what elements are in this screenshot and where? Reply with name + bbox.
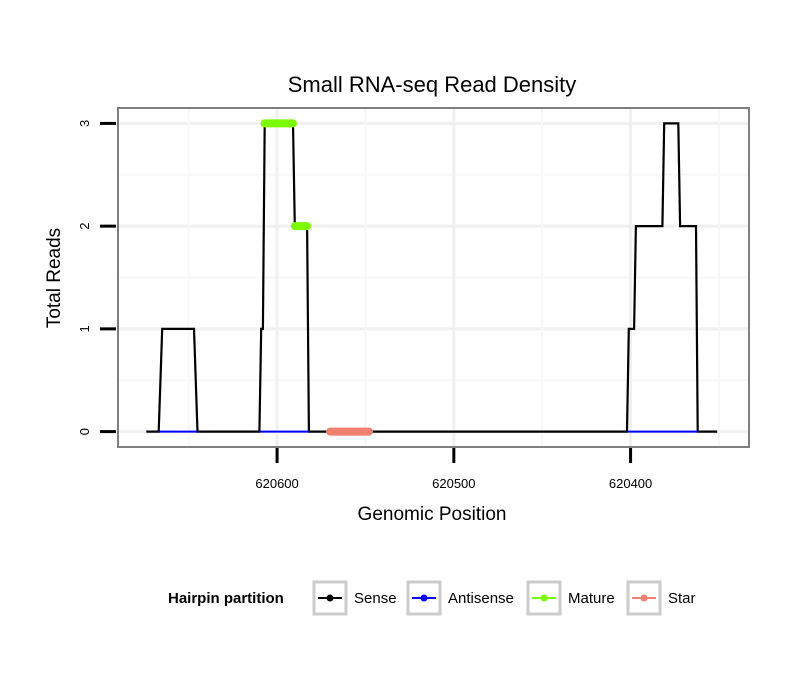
legend: Hairpin partition Sense Antisense Mature St… (168, 580, 696, 616)
legend-label: Star (668, 590, 696, 607)
grid (118, 108, 749, 447)
legend-label: Antisense (448, 590, 514, 607)
legend-item-mature: Mature (526, 580, 615, 616)
legend-label: Mature (568, 590, 615, 607)
y-tick-label: 0 (77, 428, 92, 435)
y-tick-label: 1 (77, 325, 92, 332)
y-tick-label: 2 (77, 223, 92, 230)
legend-key-dot (640, 594, 648, 602)
axis-ticks: 620600 620500 620400 0 1 2 3 (77, 120, 652, 491)
data-marks (146, 119, 718, 436)
panel-border (117, 107, 750, 448)
x-tick-label: 620400 (609, 476, 652, 491)
x-tick-label: 620600 (255, 476, 298, 491)
y-tick-label: 3 (77, 120, 92, 127)
chart-title: Small RNA-seq Read Density (288, 72, 577, 97)
legend-item-star: Star (626, 580, 696, 616)
legend-key-dot (326, 594, 334, 602)
x-tick-label: 620500 (432, 476, 475, 491)
legend-key-dot (540, 594, 548, 602)
x-axis-title: Genomic Position (358, 504, 507, 525)
legend-item-antisense: Antisense (406, 580, 514, 616)
series-sense-line (146, 122, 718, 433)
legend-key-dot (420, 594, 428, 602)
y-axis-title: Total Reads (44, 228, 65, 328)
legend-item-sense: Sense (312, 580, 397, 616)
legend-title: Hairpin partition (168, 590, 284, 607)
legend-label: Sense (354, 590, 397, 607)
